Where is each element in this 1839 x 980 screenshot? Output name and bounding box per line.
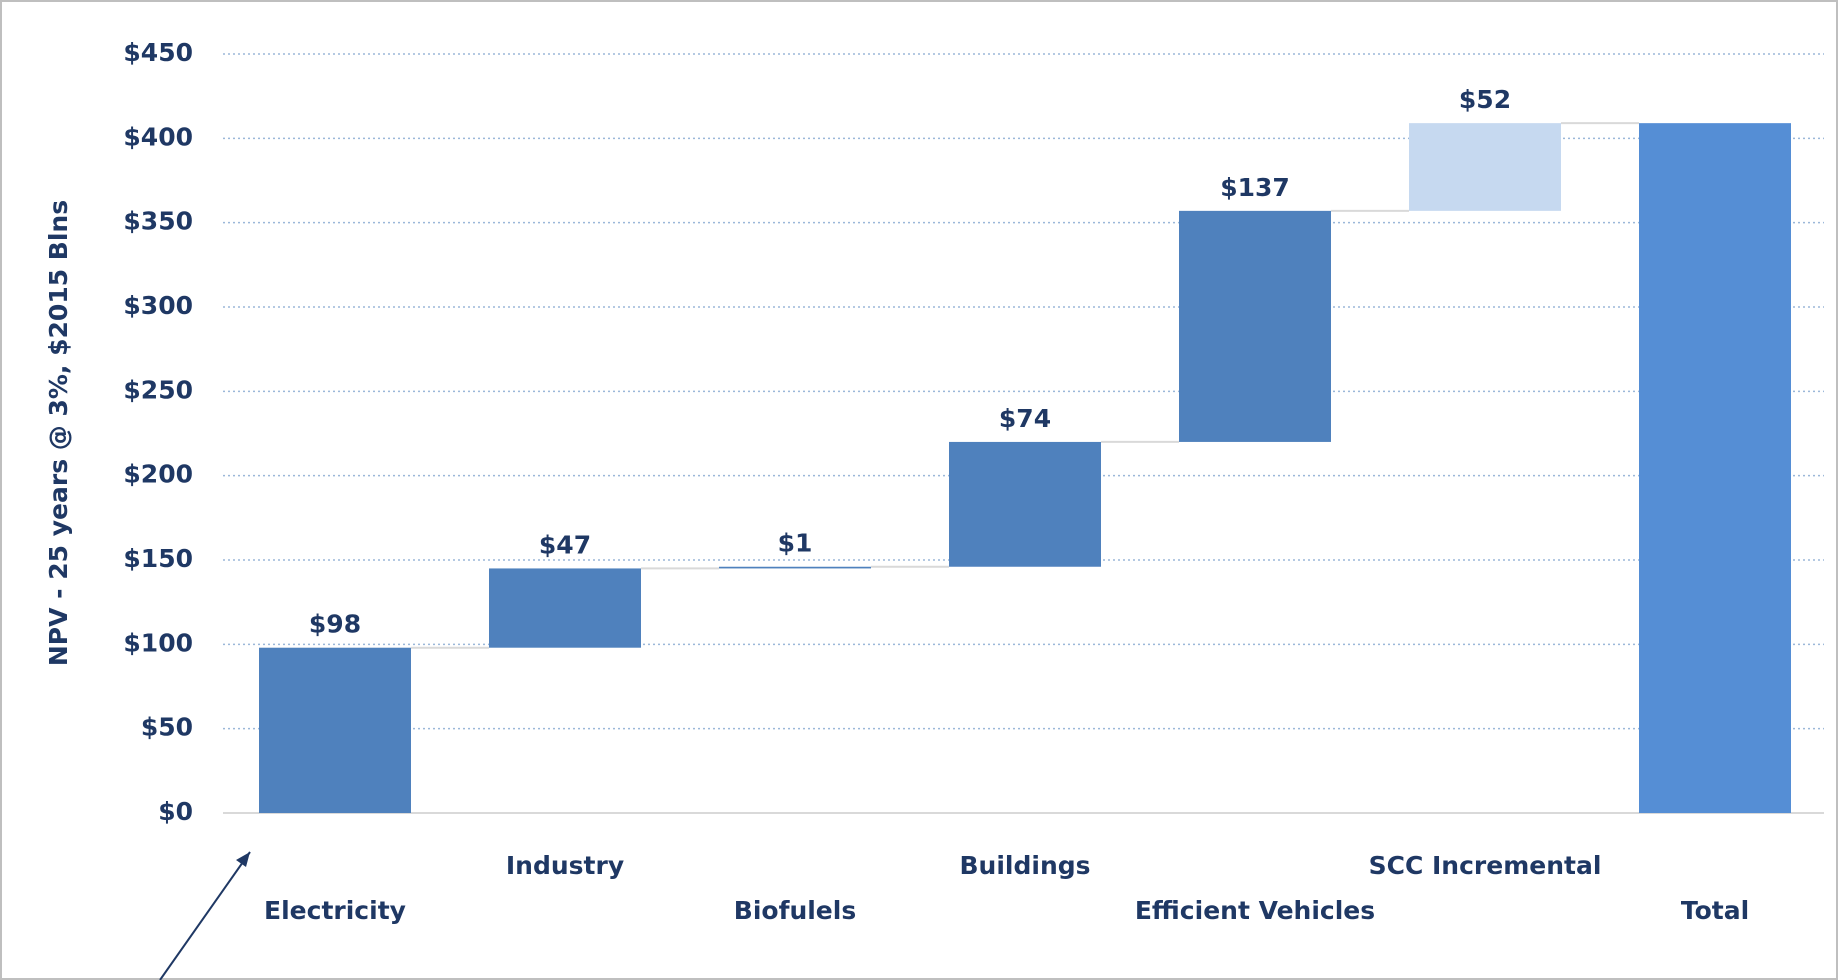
x-tick-label: Efficient Vehicles: [1135, 896, 1375, 925]
x-tick-label: Buildings: [959, 851, 1090, 880]
y-tick-label: $250: [123, 375, 193, 404]
x-tick-label: Total: [1681, 896, 1749, 925]
x-tick-label: Electricity: [264, 896, 406, 925]
bar: [949, 441, 1101, 567]
bar: [719, 566, 871, 569]
bar: [1409, 123, 1561, 211]
y-tick-label: $400: [123, 122, 193, 151]
data-label: $1: [778, 529, 813, 558]
y-tick-label: $300: [123, 291, 193, 320]
x-tick-label: Biofulels: [734, 896, 856, 925]
y-tick-label: $350: [123, 207, 193, 236]
y-tick-label: $150: [123, 544, 193, 573]
y-tick-label: $100: [123, 628, 193, 657]
data-label: $137: [1220, 173, 1290, 202]
bar: [1639, 123, 1791, 814]
x-tick-label: SCC Incremental: [1369, 851, 1602, 880]
data-label: $74: [999, 404, 1051, 433]
y-tick-label: $50: [141, 713, 193, 742]
bar: [1179, 210, 1331, 442]
arrow-head: [236, 852, 250, 867]
data-label: $47: [539, 530, 591, 559]
data-label: $52: [1459, 85, 1511, 114]
y-tick-label: $0: [158, 797, 193, 826]
arrow-line: [159, 851, 251, 980]
bar: [259, 647, 411, 813]
bar: [489, 568, 641, 648]
y-axis-label: NPV - 25 years @ 3%, $2015 Blns: [44, 200, 73, 666]
data-label: $98: [309, 610, 361, 639]
x-tick-label: Industry: [506, 851, 624, 880]
y-tick-label: $200: [123, 460, 193, 489]
y-tick-label: $450: [123, 38, 193, 67]
